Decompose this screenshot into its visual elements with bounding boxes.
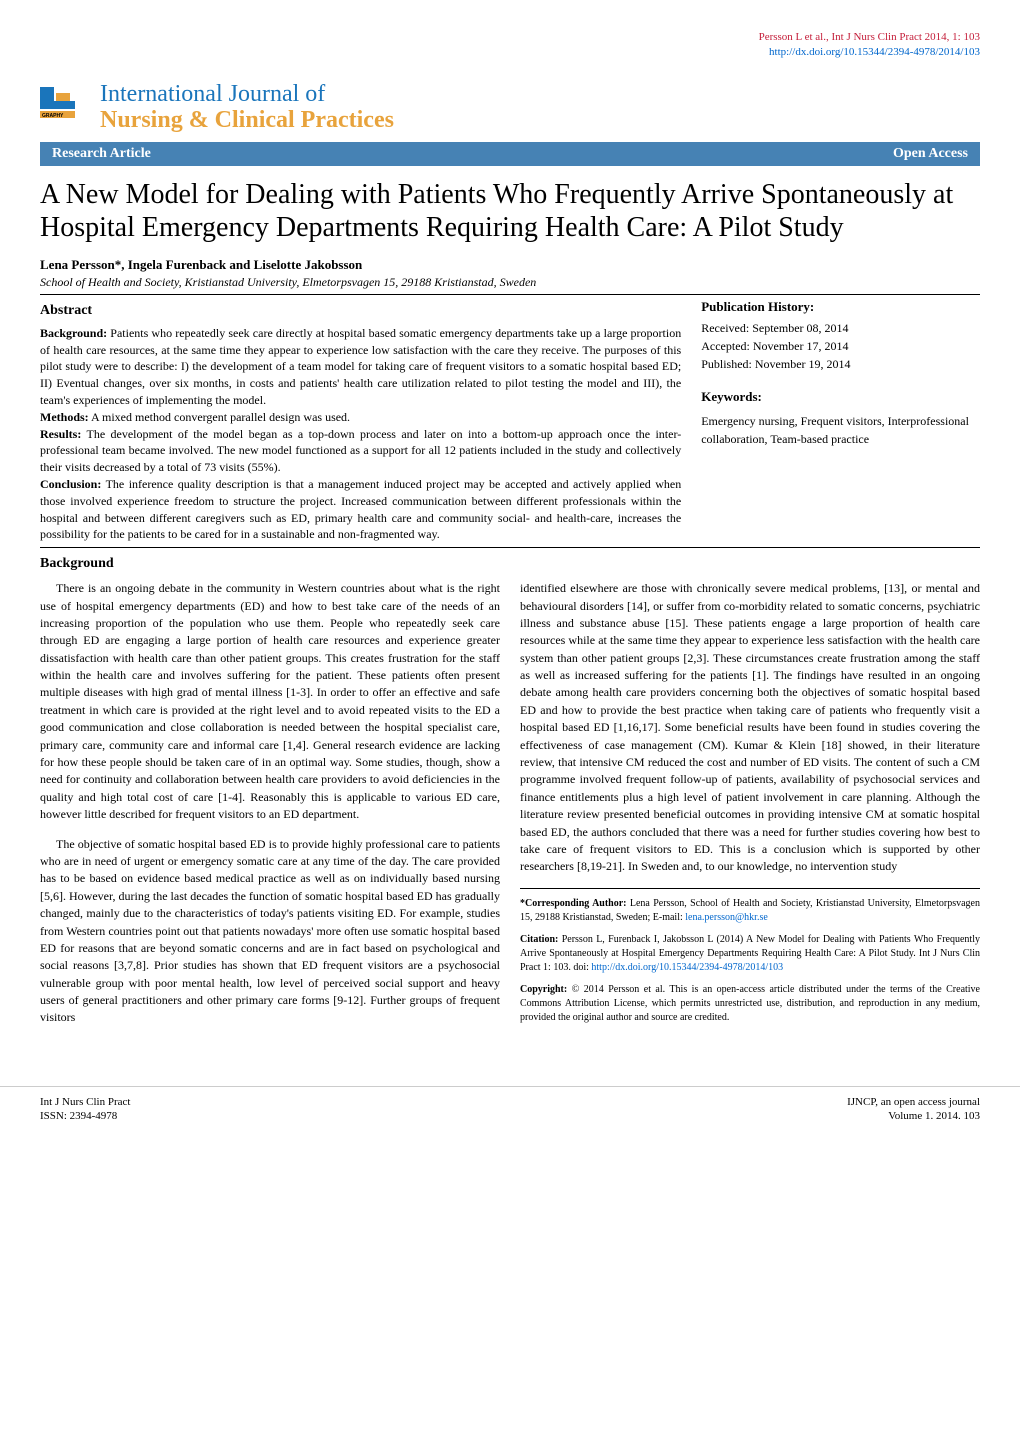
citation-doi[interactable]: http://dx.doi.org/10.15344/2394-4978/201… — [591, 962, 783, 973]
copyright-label: Copyright: — [520, 984, 567, 995]
journal-name-line1: International Journal of — [100, 81, 325, 107]
pub-history-heading: Publication History: — [701, 299, 980, 315]
journal-logo-block: GRAPHY International Journal of Nursing … — [40, 81, 980, 134]
journal-name: International Journal of Nursing & Clini… — [100, 81, 394, 134]
article-banner: Research Article Open Access — [40, 142, 980, 166]
abstract-results-label: Results: — [40, 427, 81, 441]
body-para-2: The objective of somatic hospital based … — [40, 836, 500, 1027]
journal-name-line2: Nursing & Clinical Practices — [100, 107, 394, 133]
article-title: A New Model for Dealing with Patients Wh… — [40, 178, 980, 245]
body-text: There is an ongoing debate in the commun… — [40, 580, 980, 1036]
citation-label: Citation: — [520, 934, 558, 945]
keywords-text: Emergency nursing, Frequent visitors, In… — [701, 412, 980, 448]
abstract-background: Patients who repeatedly seek care direct… — [40, 326, 681, 407]
abstract-conclusion: The inference quality description is tha… — [40, 477, 681, 541]
corresponding-label: *Corresponding Author: — [520, 898, 627, 909]
abstract-text: Background: Patients who repeatedly seek… — [40, 325, 681, 543]
keywords-heading: Keywords: — [701, 387, 980, 407]
abstract-methods: A mixed method convergent parallel desig… — [89, 410, 350, 424]
background-heading: Background — [40, 556, 980, 572]
pub-history: Received: September 08, 2014 Accepted: N… — [701, 319, 980, 373]
pub-accepted: Accepted: November 17, 2014 — [701, 337, 980, 355]
open-access-label: Open Access — [893, 146, 968, 162]
copyright-text: © 2014 Persson et al. This is an open-ac… — [520, 984, 980, 1023]
abstract-results: The development of the model began as a … — [40, 427, 681, 475]
corresponding-email[interactable]: lena.persson@hkr.se — [685, 912, 768, 923]
body-para-3: identified elsewhere are those with chro… — [520, 580, 980, 876]
footer-open-access: IJNCP, an open access journal — [847, 1095, 980, 1109]
page-footer: Int J Nurs Clin Pract ISSN: 2394-4978 IJ… — [0, 1086, 1020, 1144]
authors: Lena Persson*, Ingela Furenback and Lise… — [40, 257, 980, 273]
pub-received: Received: September 08, 2014 — [701, 319, 980, 337]
article-type: Research Article — [52, 146, 151, 162]
journal-logo-icon: GRAPHY — [40, 87, 90, 127]
footer-issn: ISSN: 2394-4978 — [40, 1109, 130, 1123]
body-para-1: There is an ongoing debate in the commun… — [40, 580, 500, 823]
svg-text:GRAPHY: GRAPHY — [42, 113, 64, 119]
header-doi-link[interactable]: http://dx.doi.org/10.15344/2394-4978/201… — [769, 46, 980, 58]
abstract-conclusion-label: Conclusion: — [40, 477, 101, 491]
footer-journal-abbrev: Int J Nurs Clin Pract — [40, 1095, 130, 1109]
divider — [40, 294, 980, 295]
affiliation: School of Health and Society, Kristianst… — [40, 275, 980, 290]
abstract-background-label: Background: — [40, 326, 107, 340]
header-citation-block: Persson L et al., Int J Nurs Clin Pract … — [40, 30, 980, 61]
abstract-heading: Abstract — [40, 303, 681, 319]
divider — [40, 547, 980, 548]
corresponding-box: *Corresponding Author: Lena Persson, Sch… — [520, 888, 980, 1025]
abstract-methods-label: Methods: — [40, 410, 89, 424]
pub-published: Published: November 19, 2014 — [701, 355, 980, 373]
header-citation: Persson L et al., Int J Nurs Clin Pract … — [40, 30, 980, 45]
footer-volume: Volume 1. 2014. 103 — [847, 1109, 980, 1123]
